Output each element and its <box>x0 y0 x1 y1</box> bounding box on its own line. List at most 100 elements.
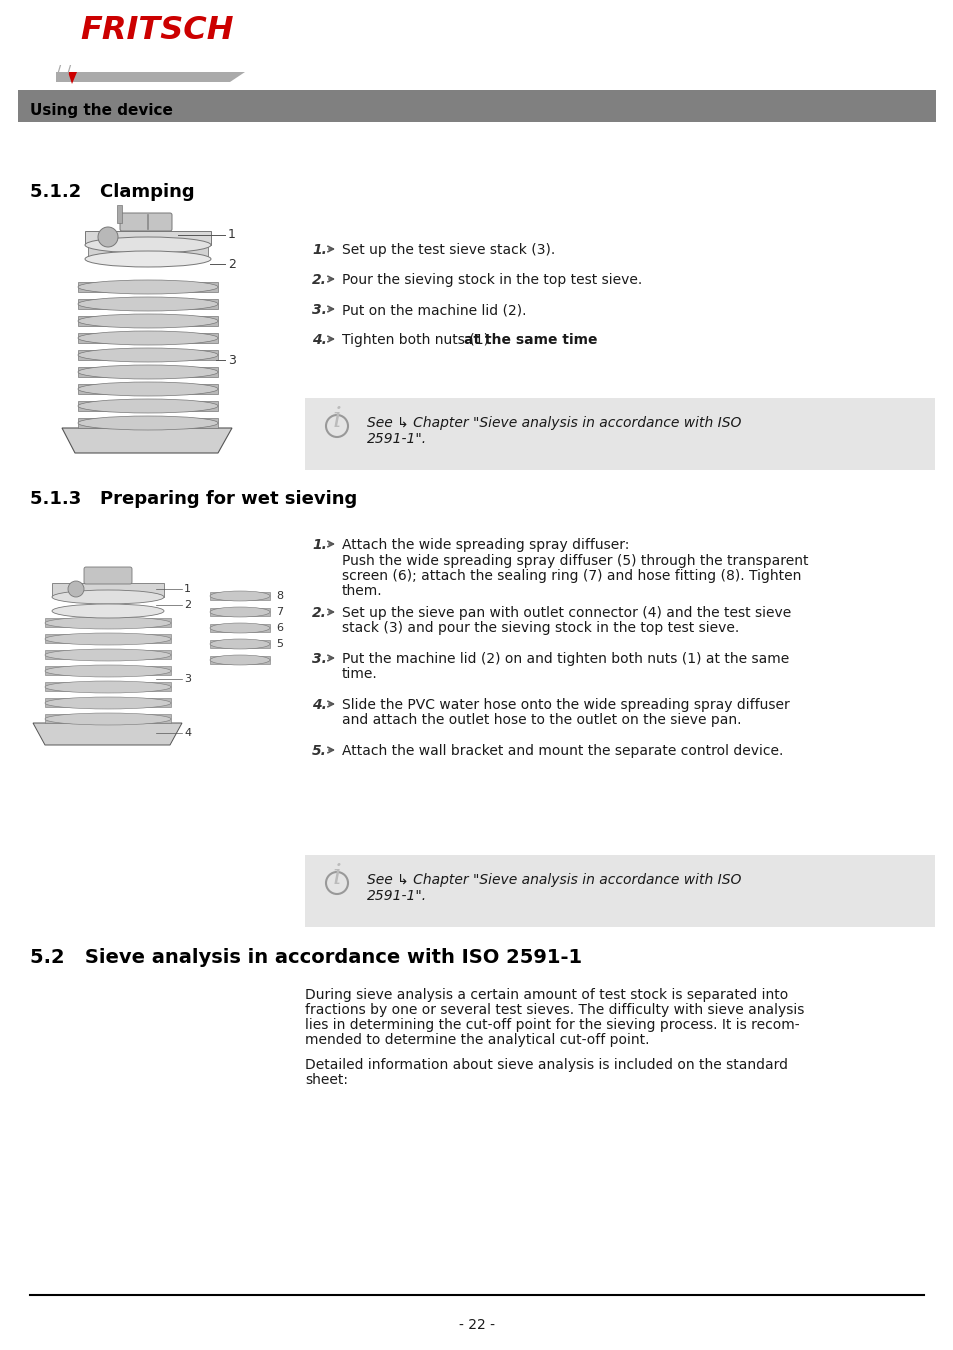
Text: i: i <box>333 406 341 433</box>
Text: 2.: 2. <box>312 606 327 620</box>
Bar <box>45 698 171 707</box>
Text: 5.: 5. <box>312 744 327 757</box>
Ellipse shape <box>45 697 171 709</box>
Text: 4.: 4. <box>312 698 327 711</box>
Bar <box>78 316 218 325</box>
Bar <box>45 618 171 626</box>
Circle shape <box>98 227 118 247</box>
Polygon shape <box>56 72 245 82</box>
Ellipse shape <box>78 279 218 294</box>
Bar <box>45 682 171 691</box>
Ellipse shape <box>78 400 218 413</box>
Bar <box>210 608 270 616</box>
Text: and attach the outlet hose to the outlet on the sieve pan.: and attach the outlet hose to the outlet… <box>341 713 740 728</box>
Ellipse shape <box>78 297 218 310</box>
Text: Using the device: Using the device <box>30 103 172 117</box>
Polygon shape <box>68 72 77 84</box>
Ellipse shape <box>88 252 208 266</box>
Text: - 22 -: - 22 - <box>458 1318 495 1332</box>
Text: lies in determining the cut-off point for the sieving process. It is recom-: lies in determining the cut-off point fo… <box>305 1018 799 1031</box>
Bar <box>88 243 208 259</box>
Text: Set up the sieve pan with outlet connector (4) and the test sieve: Set up the sieve pan with outlet connect… <box>341 606 790 620</box>
Circle shape <box>68 580 84 597</box>
Text: Attach the wide spreading spray diffuser:: Attach the wide spreading spray diffuser… <box>341 539 629 552</box>
Bar <box>45 666 171 675</box>
Text: them.: them. <box>341 585 382 598</box>
Ellipse shape <box>210 622 270 633</box>
Bar <box>210 640 270 648</box>
Text: FRITSCH: FRITSCH <box>80 15 233 46</box>
Ellipse shape <box>78 382 218 396</box>
Bar <box>305 398 934 470</box>
Text: Pour the sieving stock in the top test sieve.: Pour the sieving stock in the top test s… <box>341 273 641 288</box>
Bar <box>45 634 171 643</box>
Ellipse shape <box>78 348 218 362</box>
Text: screen (6); attach the sealing ring (7) and hose fitting (8). Tighten: screen (6); attach the sealing ring (7) … <box>341 568 801 583</box>
Text: Tighten both nuts (1): Tighten both nuts (1) <box>341 333 493 347</box>
Text: See ↳ Chapter "Sieve analysis in accordance with ISO: See ↳ Chapter "Sieve analysis in accorda… <box>367 416 740 431</box>
Text: 6: 6 <box>275 622 283 633</box>
Text: 1.: 1. <box>312 243 327 256</box>
Bar <box>210 624 270 632</box>
Ellipse shape <box>45 666 171 676</box>
Ellipse shape <box>85 238 211 252</box>
Text: / /: / / <box>56 65 71 80</box>
Text: mended to determine the analytical cut-off point.: mended to determine the analytical cut-o… <box>305 1033 649 1048</box>
Bar <box>52 583 164 597</box>
Text: During sieve analysis a certain amount of test stock is separated into: During sieve analysis a certain amount o… <box>305 988 787 1002</box>
Bar <box>78 298 218 309</box>
Text: Put the machine lid (2) on and tighten both nuts (1) at the same: Put the machine lid (2) on and tighten b… <box>341 652 788 666</box>
Text: 2: 2 <box>228 258 235 270</box>
Text: 2591-1".: 2591-1". <box>367 890 427 903</box>
Ellipse shape <box>45 617 171 629</box>
Bar <box>210 656 270 664</box>
Polygon shape <box>62 428 232 454</box>
Ellipse shape <box>210 639 270 649</box>
Ellipse shape <box>45 649 171 662</box>
Ellipse shape <box>78 364 218 379</box>
Bar <box>78 418 218 428</box>
Ellipse shape <box>52 590 164 603</box>
Polygon shape <box>33 724 182 745</box>
Bar <box>78 350 218 360</box>
Text: 5.2   Sieve analysis in accordance with ISO 2591-1: 5.2 Sieve analysis in accordance with IS… <box>30 948 581 967</box>
Text: 7: 7 <box>275 608 283 617</box>
FancyBboxPatch shape <box>120 213 172 231</box>
Bar <box>78 333 218 343</box>
Ellipse shape <box>45 713 171 725</box>
Ellipse shape <box>210 591 270 601</box>
Text: Slide the PVC water hose onto the wide spreading spray diffuser: Slide the PVC water hose onto the wide s… <box>341 698 789 711</box>
Bar <box>78 282 218 292</box>
Bar <box>45 714 171 724</box>
Bar <box>45 649 171 659</box>
Text: 1.: 1. <box>312 539 327 552</box>
Text: 2.: 2. <box>312 273 327 288</box>
Text: See ↳ Chapter "Sieve analysis in accordance with ISO: See ↳ Chapter "Sieve analysis in accorda… <box>367 873 740 887</box>
Text: i: i <box>333 863 341 890</box>
Bar <box>117 205 122 223</box>
Ellipse shape <box>85 251 211 267</box>
Ellipse shape <box>210 655 270 666</box>
Text: 5: 5 <box>275 639 283 649</box>
Text: 1: 1 <box>228 228 235 242</box>
Bar <box>210 593 270 599</box>
Text: Attach the wall bracket and mount the separate control device.: Attach the wall bracket and mount the se… <box>341 744 782 757</box>
Text: 2: 2 <box>184 599 191 610</box>
Ellipse shape <box>52 603 164 618</box>
Text: 4.: 4. <box>312 333 327 347</box>
Ellipse shape <box>45 680 171 693</box>
Bar <box>85 231 211 244</box>
Text: 3: 3 <box>184 674 191 684</box>
Text: 3: 3 <box>228 354 235 366</box>
Bar <box>78 401 218 410</box>
FancyBboxPatch shape <box>84 567 132 585</box>
Text: fractions by one or several test sieves. The difficulty with sieve analysis: fractions by one or several test sieves.… <box>305 1003 803 1017</box>
Text: sheet:: sheet: <box>305 1073 348 1087</box>
Text: 5.1.2   Clamping: 5.1.2 Clamping <box>30 184 194 201</box>
Text: stack (3) and pour the sieving stock in the top test sieve.: stack (3) and pour the sieving stock in … <box>341 621 739 634</box>
Ellipse shape <box>78 416 218 431</box>
Bar <box>78 383 218 394</box>
Bar <box>78 367 218 377</box>
Text: 3.: 3. <box>312 652 327 666</box>
Text: .: . <box>564 333 569 347</box>
